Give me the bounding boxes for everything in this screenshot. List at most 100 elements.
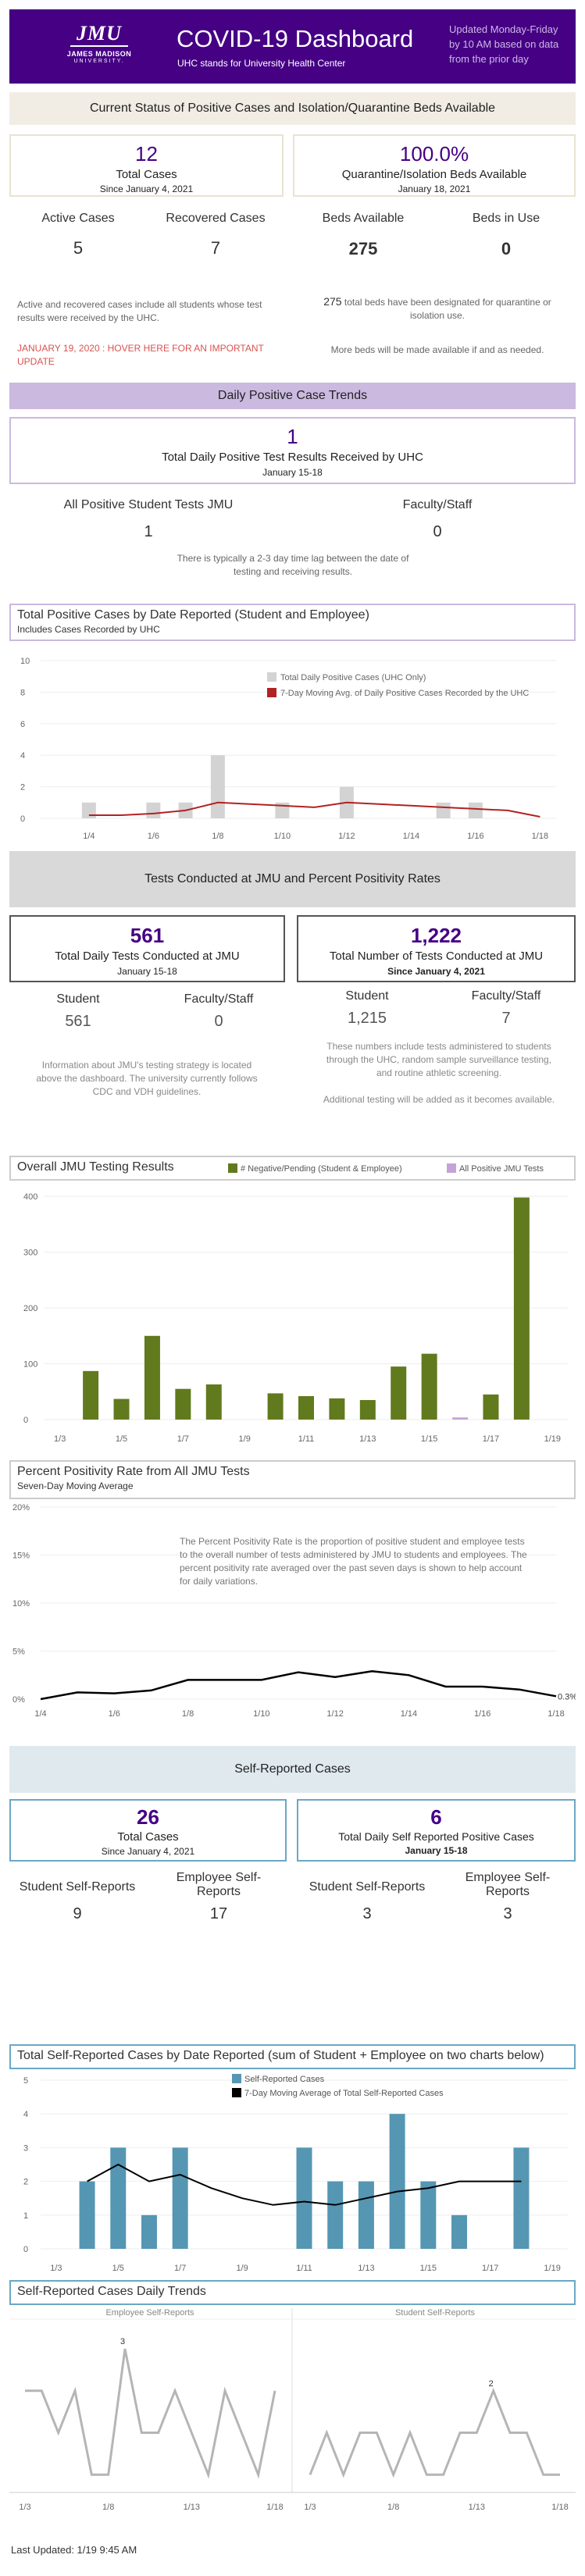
x-tick-label: 1/6: [109, 1709, 120, 1719]
x-tick-label: 1/9: [236, 2264, 248, 2273]
bar: [420, 2181, 437, 2249]
bar: [172, 2147, 188, 2249]
self-student-daily-label: Student Self-Reports: [309, 1880, 426, 1894]
bar: [113, 1398, 130, 1420]
self-total-card: 26 Total Cases Since January 4, 2021: [9, 1799, 287, 1862]
x-tick-label: 1/4: [83, 832, 95, 841]
bar: [513, 1197, 530, 1420]
y-tick-label: 5%: [12, 1648, 25, 1657]
x-tick-label: 1/18: [548, 1709, 564, 1719]
bar: [205, 1384, 222, 1420]
status-heading-band: Current Status of Positive Cases and Iso…: [9, 92, 576, 125]
tests-heading-band: Tests Conducted at JMU and Percent Posit…: [9, 851, 576, 907]
logo-mark: JMU: [70, 22, 128, 47]
chart1-title: Total Positive Cases by Date Reported (S…: [17, 608, 369, 622]
jmu-logo[interactable]: JMU JAMES MADISON UNIVERSITY.: [56, 22, 142, 64]
legend-swatch: [232, 2074, 241, 2083]
bar: [436, 802, 451, 818]
x-tick-label: 1/7: [174, 2264, 186, 2273]
y-tick-label: 2: [23, 2178, 28, 2187]
legend-swatch: [267, 688, 276, 697]
positivity-rate-chart: 0% 5% 10% 15% 20% 0.3% 1/4 1/6 1/8 1/10 1/12 1/14 1/…: [12, 1503, 576, 1719]
beds-note: 275 total beds have been designated for …: [312, 295, 562, 322]
chart2-title: Overall JMU Testing Results: [17, 1160, 174, 1174]
self-total-label: Total Cases: [117, 1830, 179, 1844]
testing-strategy-note: Information about JMU's testing strategy…: [36, 1060, 258, 1097]
bar: [359, 1399, 376, 1420]
y-tick-label: 0: [23, 2245, 28, 2254]
self-total-value: 26: [137, 1805, 159, 1829]
y-tick-label: 1: [23, 2211, 28, 2221]
y-tick-label: 3: [23, 2143, 28, 2153]
chart4-title: Total Self-Reported Cases by Date Report…: [17, 2049, 544, 2062]
legend-swatch: [447, 1163, 456, 1173]
self-daily-card: 6 Total Daily Self Reported Positive Cas…: [297, 1799, 576, 1862]
important-update-link[interactable]: JANUARY 19, 2020 : HOVER HERE FOR AN IMP…: [17, 343, 264, 367]
x-tick-label: 1/8: [387, 2503, 399, 2512]
beds-note-text: total beds have been designated for quar…: [344, 297, 551, 321]
beds-note-number: 275: [323, 295, 342, 308]
daily-tests-value: 561: [130, 924, 165, 947]
self-reported-trends-chart: Employee Self-Reports 3 1/3 1/8 1/13 1/18 Stud…: [9, 2308, 576, 2512]
tests-additional-note: Additional testing will be added as it b…: [323, 1094, 555, 1105]
beds-in-use-label: Beds in Use: [472, 212, 540, 225]
total-cases-value: 12: [135, 142, 158, 166]
max-value-label: 2: [489, 2379, 494, 2389]
y-tick-label: 20%: [12, 1503, 30, 1512]
daily-tests-label: Total Daily Tests Conducted at JMU: [55, 950, 240, 963]
panel-title: Student Self-Reports: [395, 2308, 476, 2318]
total-faculty-value: 7: [501, 1010, 511, 1027]
status-heading: Current Status of Positive Cases and Iso…: [89, 102, 496, 115]
x-tick-label: 1/3: [50, 2264, 62, 2273]
chart4-title-box: Total Self-Reported Cases by Date Report…: [9, 2044, 576, 2069]
x-tick-label: 1/8: [102, 2503, 114, 2512]
daily-tests-card: 561 Total Daily Tests Conducted at JMU J…: [9, 915, 285, 982]
lag-note: There is typically a 2-3 day time lag be…: [177, 553, 409, 577]
daily-positive-date: January 15-18: [262, 467, 323, 478]
y-tick-label: 100: [23, 1360, 37, 1370]
legend-swatch: [228, 1163, 237, 1173]
bar: [329, 1398, 345, 1420]
bar: [483, 1394, 499, 1420]
positivity-note: The Percent Positivity Rate is the propo…: [180, 1536, 527, 1587]
x-tick-label: 1/10: [253, 1709, 269, 1719]
bar: [327, 2181, 344, 2249]
x-tick-label: 1/4: [34, 1709, 46, 1719]
legend-swatch: [232, 2088, 241, 2097]
trend-line: [25, 2348, 276, 2479]
y-tick-label: 5: [23, 2076, 28, 2086]
daily-tests-date: January 15-18: [117, 966, 177, 977]
header-bar: JMU JAMES MADISON UNIVERSITY. COVID-19 D…: [9, 9, 576, 84]
active-cases-value: 5: [73, 238, 84, 258]
positivity-line: [40, 1670, 557, 1701]
y-tick-label: 400: [23, 1192, 37, 1202]
chart1-subtitle: Includes Cases Recorded by UHC: [17, 624, 160, 635]
max-value-label: 3: [120, 2337, 125, 2346]
legend-label: # Negative/Pending (Student & Employee): [241, 1164, 402, 1174]
beds-note-more: More beds will be made available if and …: [330, 344, 544, 355]
daily-heading-band: Daily Positive Case Trends: [9, 383, 576, 409]
bar: [81, 802, 96, 818]
x-tick-label: 1/11: [296, 2264, 312, 2273]
self-heading-band: Self-Reported Cases: [9, 1746, 576, 1793]
x-tick-label: 1/12: [326, 1709, 343, 1719]
y-tick-label: 2: [20, 783, 25, 793]
x-tick-label: 1/19: [544, 2264, 560, 2273]
positive-cases-chart: 0 2 4 6 8 10 1/4 1/6 1/8 1/10 1/12 1/14 1/16 1/18 Tota…: [20, 657, 556, 841]
faculty-tests-value: 0: [433, 523, 442, 540]
self-employee-total-value: 17: [209, 1905, 228, 1922]
bar: [175, 1388, 191, 1420]
total-student-label: Student: [345, 989, 389, 1003]
y-tick-label: 4: [23, 2110, 28, 2119]
chart3-subtitle: Seven-Day Moving Average: [17, 1480, 134, 1491]
bar: [146, 802, 161, 818]
y-tick-label: 15%: [12, 1552, 30, 1561]
daily-positive-label: Total Daily Positive Test Results Receiv…: [162, 451, 423, 464]
x-tick-label: 1/8: [212, 832, 223, 841]
daily-positive-value: 1: [287, 425, 298, 448]
x-tick-label: 1/15: [420, 2264, 437, 2273]
bar: [267, 1393, 284, 1420]
beds-available-label: Beds Available: [322, 212, 405, 225]
x-tick-label: 1/13: [358, 2264, 374, 2273]
y-tick-label: 6: [20, 720, 25, 729]
